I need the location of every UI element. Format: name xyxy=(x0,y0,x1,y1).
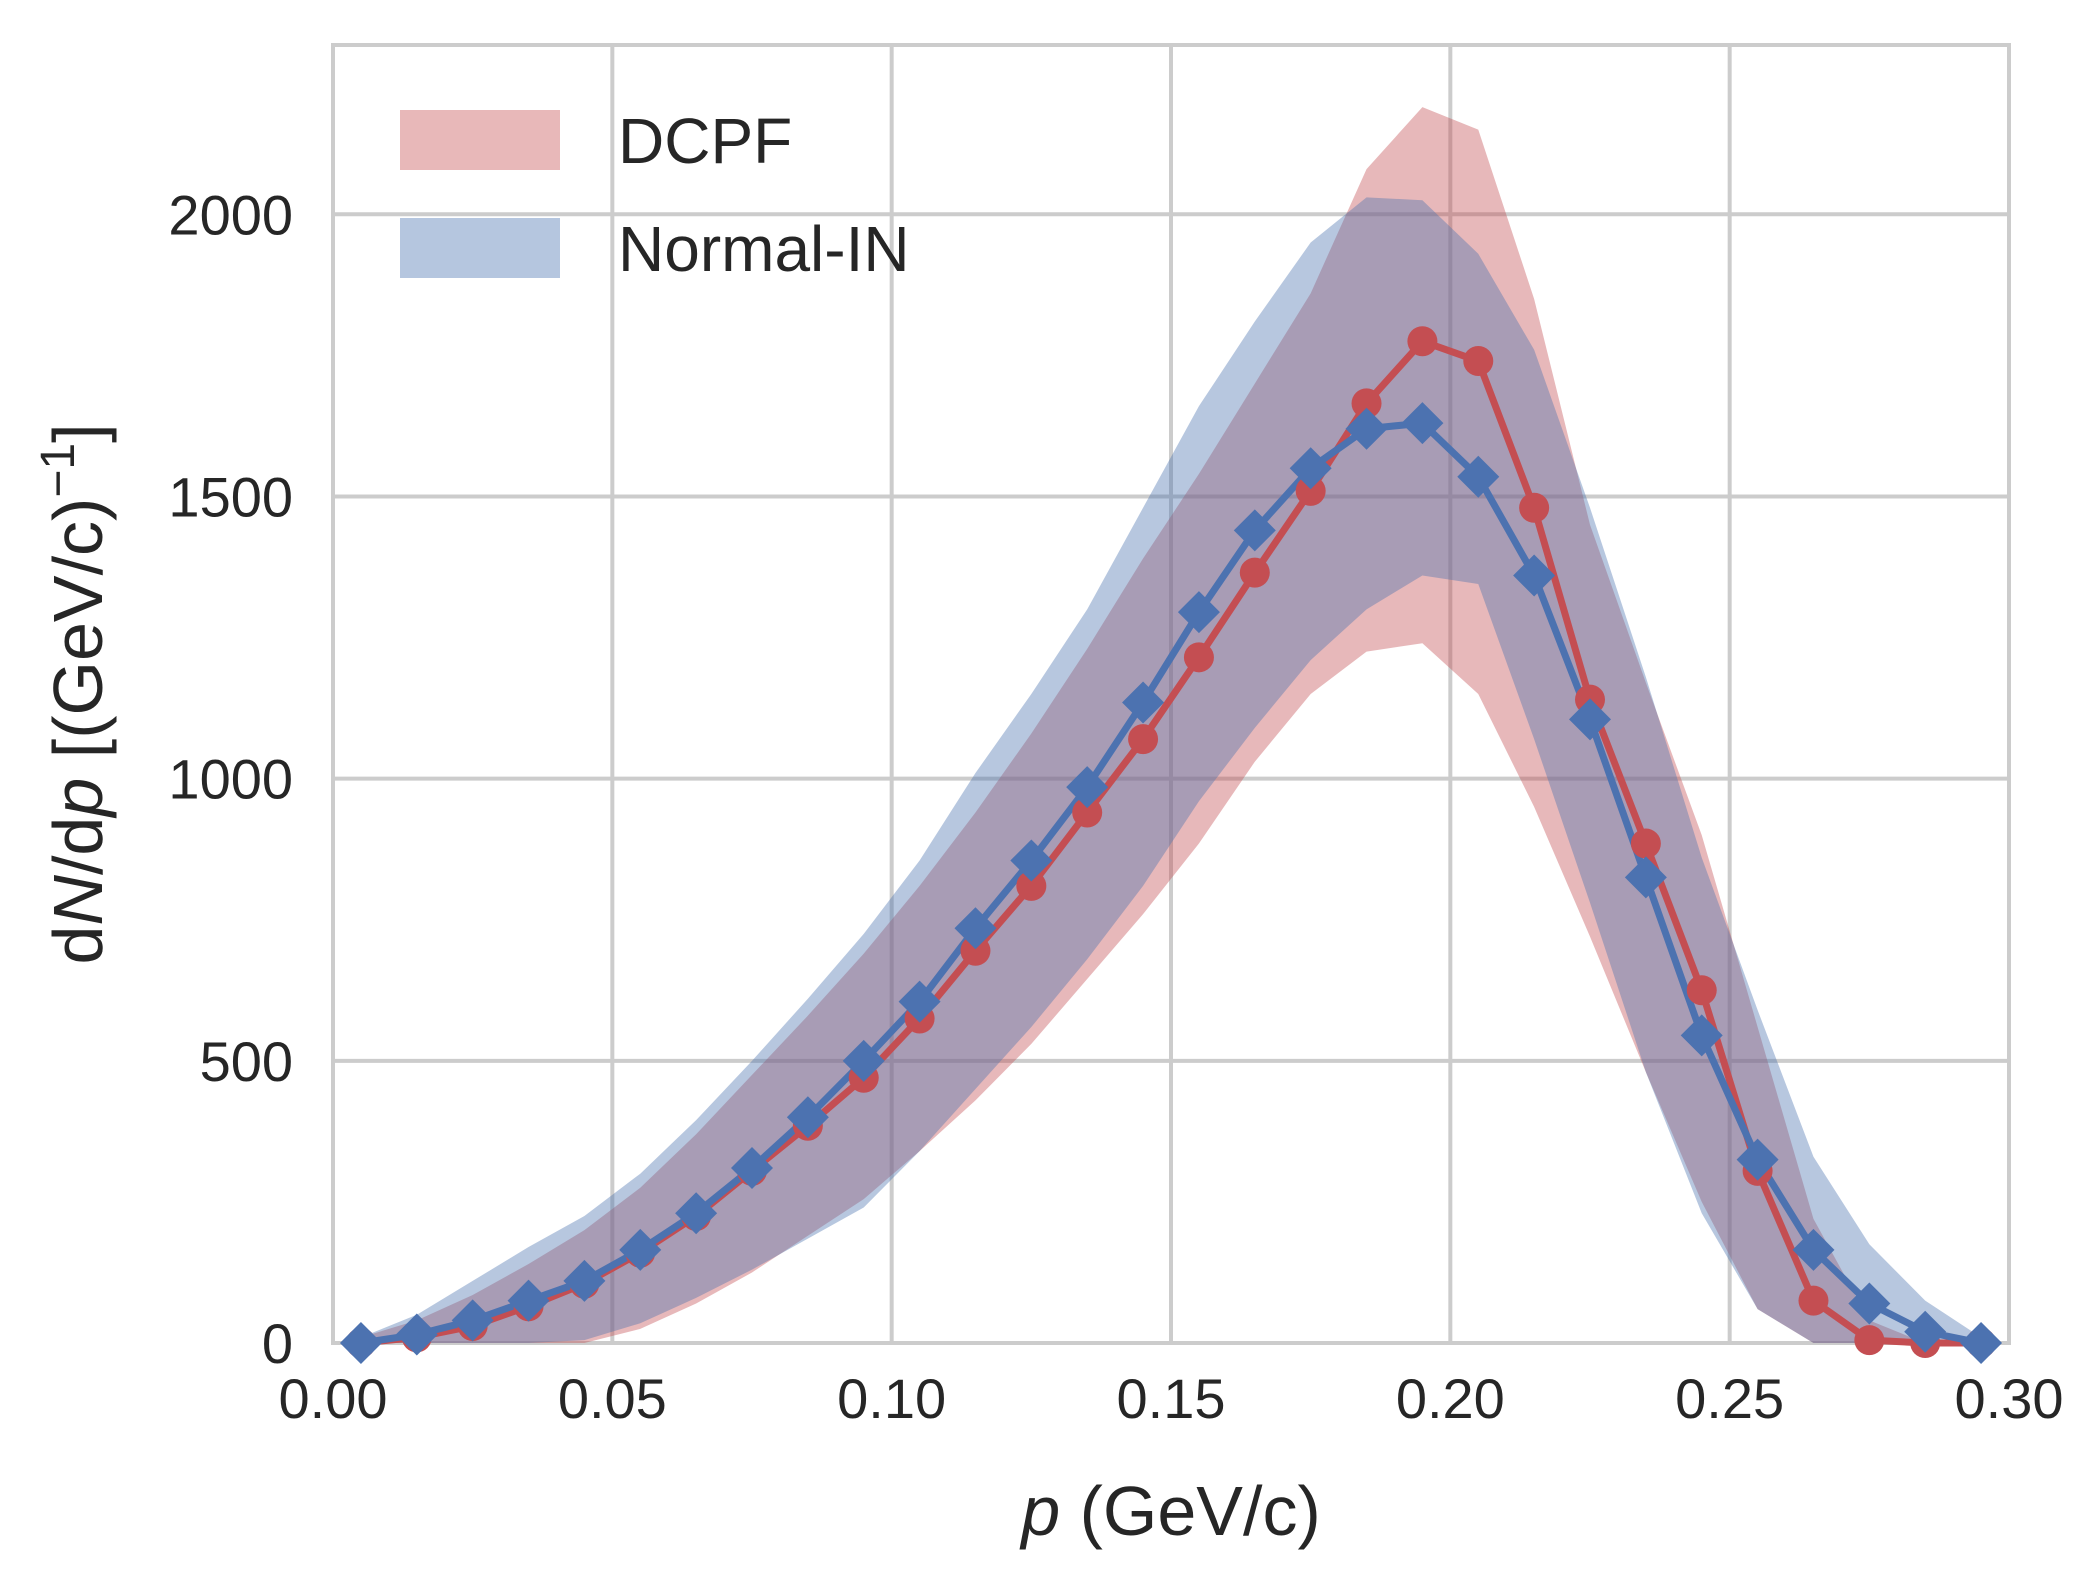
point-normal-in xyxy=(1960,1322,2003,1364)
band-dcpf xyxy=(360,107,1982,1344)
point-dcpf xyxy=(1239,557,1270,588)
y-axis-mid: /d xyxy=(39,817,117,875)
point-dcpf xyxy=(1686,975,1717,1006)
point-normal-in xyxy=(1513,554,1556,597)
point-normal-in xyxy=(619,1228,662,1271)
x-tick-label: 0.00 xyxy=(279,1367,388,1430)
point-normal-in xyxy=(898,980,941,1023)
point-normal-in xyxy=(339,1322,382,1364)
point-normal-in xyxy=(1848,1282,1891,1325)
y-axis-title: dN/dp [(GeV/c)−1] xyxy=(32,423,117,964)
point-dcpf xyxy=(1463,346,1494,377)
legend-label-normal-in: Normal-IN xyxy=(618,213,910,285)
x-axis-title: p (GeV/c) xyxy=(1019,1472,1321,1550)
x-tick-label: 0.30 xyxy=(1955,1367,2064,1430)
x-tick-label: 0.15 xyxy=(1117,1367,1226,1430)
x-tick-label: 0.25 xyxy=(1675,1367,1784,1430)
point-normal-in xyxy=(731,1147,773,1190)
point-normal-in xyxy=(1624,856,1667,899)
x-tick-label: 0.10 xyxy=(837,1367,946,1430)
point-normal-in xyxy=(1122,681,1165,724)
y-axis-close: ] xyxy=(39,423,117,442)
legend: DCPF Normal-IN xyxy=(400,105,910,285)
point-normal-in xyxy=(1066,766,1109,809)
y-tick-label: 1000 xyxy=(168,748,293,811)
y-tick-label: 500 xyxy=(200,1030,293,1093)
point-dcpf xyxy=(1072,797,1103,828)
point-dcpf xyxy=(1798,1285,1829,1316)
y-tick-label: 1500 xyxy=(168,465,293,528)
point-normal-in xyxy=(1457,455,1500,498)
y-axis-p: p xyxy=(39,778,117,819)
point-dcpf xyxy=(1128,724,1159,755)
point-dcpf xyxy=(1630,828,1661,859)
point-dcpf xyxy=(960,935,991,966)
point-normal-in xyxy=(1289,447,1332,490)
point-dcpf xyxy=(1854,1325,1885,1356)
x-tick-label: 0.20 xyxy=(1396,1367,1505,1430)
point-normal-in xyxy=(1345,407,1388,450)
y-axis-n: N xyxy=(39,875,117,926)
point-normal-in xyxy=(675,1192,718,1235)
point-normal-in xyxy=(786,1096,829,1139)
point-normal-in xyxy=(563,1259,606,1302)
point-normal-in xyxy=(451,1299,494,1342)
point-normal-in xyxy=(1680,1014,1723,1057)
y-tick-label: 0 xyxy=(262,1312,293,1375)
point-dcpf xyxy=(1016,870,1047,901)
legend-swatch-dcpf xyxy=(400,110,560,170)
x-axis-var: p xyxy=(1019,1472,1060,1550)
point-normal-in xyxy=(1010,839,1053,882)
point-dcpf xyxy=(1295,475,1326,506)
point-normal-in xyxy=(395,1313,438,1356)
y-tick-label: 2000 xyxy=(168,183,293,246)
point-normal-in xyxy=(954,907,997,950)
legend-swatch-normal-in xyxy=(400,218,560,278)
tick-labels: 0.00 0.05 0.10 0.15 0.20 0.25 0.30 0 500 1000 1500… xyxy=(168,183,2063,1430)
point-normal-in xyxy=(1792,1228,1835,1271)
plot-frame xyxy=(331,43,2011,1345)
point-normal-in xyxy=(507,1279,550,1322)
point-normal-in xyxy=(1569,698,1611,741)
point-dcpf xyxy=(1407,326,1438,357)
y-axis-unit: [(GeV/c) xyxy=(39,498,117,778)
point-dcpf xyxy=(1519,492,1550,523)
x-axis-unit: (GeV/c) xyxy=(1060,1472,1321,1550)
y-axis-pre: d xyxy=(39,926,117,965)
legend-label-dcpf: DCPF xyxy=(618,105,792,177)
point-dcpf xyxy=(1351,388,1382,419)
point-normal-in xyxy=(842,1039,885,1082)
y-axis-exp: −1 xyxy=(32,443,85,498)
point-normal-in xyxy=(1177,591,1220,634)
x-tick-label: 0.05 xyxy=(558,1367,667,1430)
point-dcpf xyxy=(1183,642,1214,673)
point-normal-in xyxy=(1736,1138,1779,1181)
point-normal-in xyxy=(1904,1310,1947,1353)
confidence-bands xyxy=(360,107,1982,1344)
series-markers xyxy=(339,326,2003,1364)
point-normal-in xyxy=(1233,509,1276,552)
point-normal-in xyxy=(1401,402,1444,445)
band-normal-in xyxy=(360,197,1982,1344)
